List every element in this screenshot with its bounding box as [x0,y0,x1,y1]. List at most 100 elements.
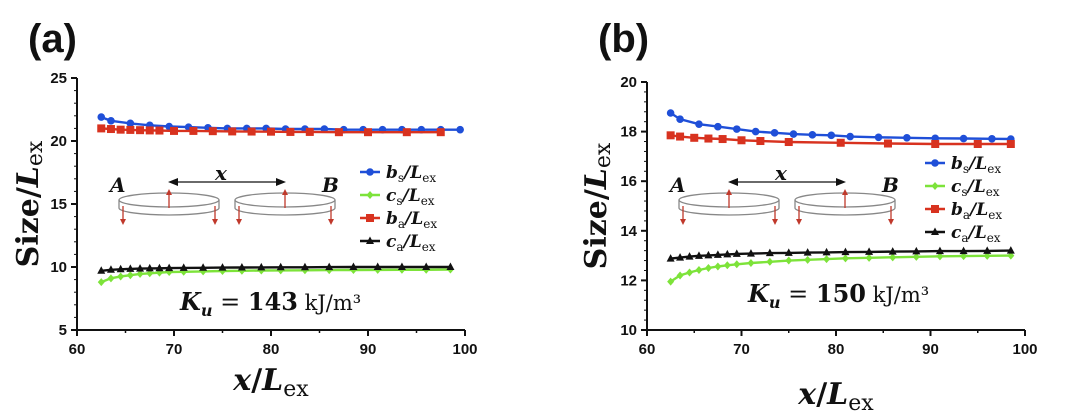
legend-marker [931,182,939,190]
data-point [912,252,920,261]
x-tick-label: 70 [166,341,183,358]
series-c_a/L_ex [97,262,455,274]
data-point [784,248,793,256]
data-point [808,131,817,139]
data-point [397,262,406,270]
x-tick-label: 60 [69,341,86,358]
data-point [189,126,198,135]
arrow-head-right [836,178,846,186]
data-point [704,250,713,259]
data-point [704,134,713,143]
data-point [903,134,911,142]
data-point [827,131,836,140]
spin-arrow-head [680,219,686,225]
disk-b [234,189,336,225]
data-point [155,126,164,135]
data-point [694,251,703,259]
data-point [676,253,685,261]
inset-label-b: B [881,173,899,197]
legend-entry: ba/Lex [360,209,437,231]
series-line [100,268,451,284]
legend-entry: bs/Lex [360,163,436,185]
inset-diagram: A Bx [108,161,339,225]
data-point [145,263,154,272]
y-tick-label: 10 [620,322,637,339]
data-point [733,260,741,269]
data-point [136,126,145,135]
data-point [676,271,684,280]
data-point [732,125,741,133]
disk-a [118,189,220,225]
legend-marker [931,159,939,167]
data-point [676,132,685,141]
series-b_a/L_ex [97,124,445,137]
legend-entry: cs/Lex [925,177,1000,199]
data-point [126,271,134,280]
anisotropy-annotation: Ku = 143 kJ/m³ [179,287,361,320]
legend-label: bs/Lex [951,154,1001,176]
data-point [765,248,774,257]
data-point [841,247,850,256]
data-point [789,130,798,138]
data-point [199,263,208,271]
inset-label-a: A [668,173,686,197]
x-tick-label: 100 [452,341,477,358]
data-point [208,127,217,136]
data-point [325,262,334,271]
data-point [822,247,831,256]
data-point [179,263,188,271]
data-point [165,263,174,272]
legend-entry: ca/Lex [360,232,436,254]
data-point [676,115,684,123]
data-point [126,125,135,134]
data-point [97,124,106,133]
data-point [97,266,106,274]
series-b_s/L_ex [666,109,1015,143]
data-point [136,264,145,272]
data-point [889,253,897,262]
data-point [690,133,699,142]
data-point [1006,140,1015,148]
data-point [766,257,774,266]
data-point [97,278,105,287]
legend-label: cs/Lex [951,177,1000,199]
spin-arrow-head [166,189,172,195]
chart-panel-a: (a) 60 70 80 90 100 5 10 15 20 25 Size/Lex x/Lex bs/L… [11,17,478,402]
legend-marker [366,236,374,244]
spin-arrow-head [796,219,802,225]
y-tick-label: 14 [620,223,637,240]
data-point [746,249,755,257]
data-point [364,128,372,137]
spin-arrow-head [726,189,732,195]
data-point [841,254,849,263]
y-tick-label: 15 [50,196,67,213]
data-point [770,129,779,137]
data-point [836,138,845,147]
inset-diagram: A Bx [668,161,899,225]
data-point [446,262,455,270]
arrow-head-left [728,178,738,186]
data-point [704,264,712,272]
data-point [959,134,968,143]
data-point [695,120,703,128]
data-point [714,122,722,131]
data-point [136,269,144,278]
x-axis-title: x/Lex [232,363,309,402]
data-point [988,134,996,143]
data-point [305,127,314,136]
data-point [803,248,812,256]
data-point [117,272,125,281]
y-axis-title: Size/Lex [579,142,616,269]
data-point [247,127,256,136]
y-tick-label: 10 [50,259,67,276]
legend-marker [366,191,374,199]
x-tick-label: 90 [922,341,939,358]
legend-label: cs/Lex [386,186,435,208]
data-point [718,135,727,144]
panel-label: (a) [28,17,77,61]
data-point [334,128,343,137]
data-point [874,133,883,142]
data-point [228,127,237,136]
